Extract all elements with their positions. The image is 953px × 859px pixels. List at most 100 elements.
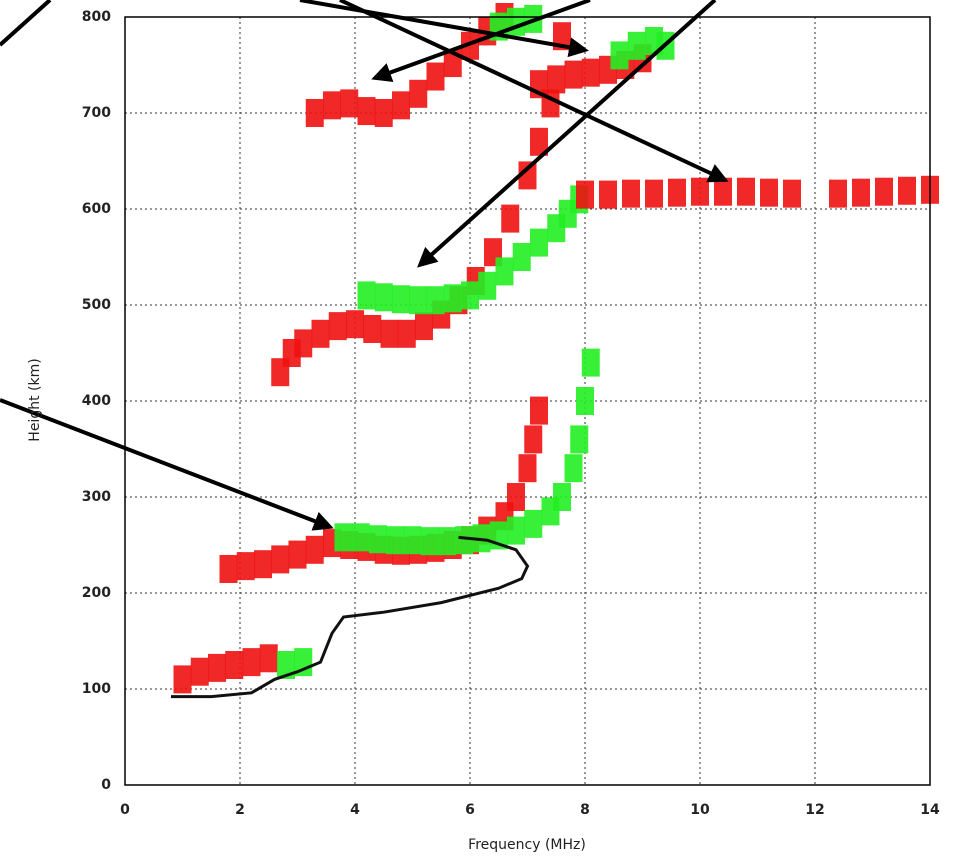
trace-mark <box>478 272 496 300</box>
trace-mark <box>611 41 629 69</box>
trace-mark <box>398 320 416 348</box>
trace-mark <box>668 179 686 207</box>
trace-mark <box>415 312 433 340</box>
trace-mark <box>519 454 537 482</box>
trace-mark <box>565 61 583 89</box>
trace-mark <box>622 180 640 208</box>
x-tick-label: 8 <box>580 802 590 818</box>
y-tick-label: 0 <box>101 777 111 793</box>
plot-area <box>125 3 939 785</box>
trace-mark <box>306 536 324 564</box>
trace-mark <box>375 99 393 127</box>
trace-mark <box>524 425 542 453</box>
trace-mark <box>358 97 376 125</box>
y-tick-label: 300 <box>82 489 111 505</box>
trace-mark <box>507 517 525 545</box>
trace-mark <box>306 99 324 127</box>
x-tick-label: 12 <box>805 802 824 818</box>
trace-mark <box>386 526 404 554</box>
trace-mark <box>243 648 261 676</box>
trace-mark <box>208 654 226 682</box>
trace-mark <box>645 180 663 208</box>
trace-mark <box>501 205 519 233</box>
trace-mark <box>427 286 445 314</box>
trace-mark <box>530 397 548 425</box>
trace-mark <box>576 181 594 209</box>
trace-mark <box>852 179 870 207</box>
trace-mark <box>237 552 255 580</box>
trace-mark <box>421 527 439 555</box>
trace-mark <box>760 179 778 207</box>
chart: Frequency (MHz) Height (km) 0 2 4 6 8 10 12 14 0… <box>0 0 953 859</box>
trace-mark <box>570 425 588 453</box>
x-tick-label: 14 <box>920 802 940 818</box>
trace-mark <box>358 281 376 309</box>
trace-mark <box>392 285 410 313</box>
trace-mark <box>576 387 594 415</box>
trace-mark <box>289 541 307 569</box>
trace-mark <box>898 177 916 205</box>
trace-mark <box>340 89 358 117</box>
trace-mark <box>507 8 525 36</box>
x-tick-label: 2 <box>235 802 245 818</box>
trace-mark <box>783 180 801 208</box>
trace-mark <box>381 320 399 348</box>
x-axis-label: Frequency (MHz) <box>468 837 586 853</box>
trace-mark <box>444 284 462 312</box>
trace-mark <box>513 243 531 271</box>
trace-mark <box>335 523 353 551</box>
trace-mark <box>191 658 209 686</box>
trace-mark <box>714 178 732 206</box>
trace-mark <box>438 527 456 555</box>
trace-mark <box>628 32 646 60</box>
trace-mark <box>225 651 243 679</box>
trace-mark <box>404 526 422 554</box>
trace-mark <box>553 483 571 511</box>
trace-mark <box>524 510 542 538</box>
trace-mark <box>565 454 583 482</box>
trace-mark <box>375 283 393 311</box>
trace-mark <box>174 665 192 693</box>
trace-mark <box>691 178 709 206</box>
trace-mark <box>496 257 514 285</box>
trace-mark <box>409 80 427 108</box>
trace-mark <box>530 229 548 257</box>
trace-mark <box>582 59 600 87</box>
trace-mark <box>599 181 617 209</box>
x-tick-label: 4 <box>350 802 360 818</box>
trace-mark <box>323 91 341 119</box>
y-tick-label: 600 <box>82 201 111 217</box>
trace-mark <box>254 550 272 578</box>
trace-mark <box>829 180 847 208</box>
trace-mark <box>329 312 347 340</box>
trace-mark <box>409 286 427 314</box>
trace-mark <box>271 545 289 573</box>
x-tick-label: 10 <box>690 802 710 818</box>
trace-mark <box>875 178 893 206</box>
trace-mark <box>461 281 479 309</box>
trace-mark <box>312 320 330 348</box>
x-tick-label: 6 <box>465 802 475 818</box>
y-tick-label: 100 <box>82 681 111 697</box>
trace-mark <box>260 644 278 672</box>
trace-mark <box>582 349 600 377</box>
trace-mark <box>507 483 525 511</box>
trace-mark <box>547 65 565 93</box>
trace-mark <box>427 63 445 91</box>
trace-mark <box>455 526 473 554</box>
y-tick-label: 200 <box>82 585 111 601</box>
arrow <box>0 0 50 45</box>
y-tick-label: 800 <box>82 9 111 25</box>
trace-mark <box>737 178 755 206</box>
trace-mark <box>220 555 238 583</box>
y-tick-label: 700 <box>82 105 111 121</box>
y-tick-label: 500 <box>82 297 111 313</box>
trace-mark <box>294 329 312 357</box>
trace-mark <box>369 525 387 553</box>
x-tick-label: 0 <box>120 802 130 818</box>
trace-mark <box>346 310 364 338</box>
arrow <box>0 400 330 527</box>
y-axis-label: Height (km) <box>27 358 43 441</box>
trace-mark <box>363 315 381 343</box>
y-tick-label: 400 <box>82 393 111 409</box>
